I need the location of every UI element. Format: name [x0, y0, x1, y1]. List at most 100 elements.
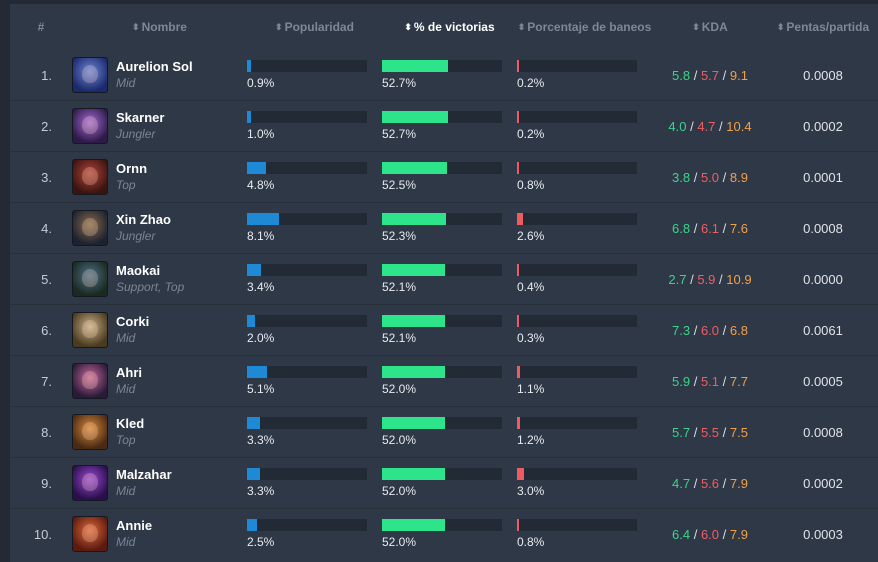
table-row[interactable]: 6. Corki Mid 2.0% 52.1% 0.3% 7.3 / 6.0 /… [10, 304, 878, 355]
champion-name[interactable]: Xin Zhao [116, 212, 171, 227]
table-row[interactable]: 3. Ornn Top 4.8% 52.5% 0.8% 3.8 / 5.0 / … [10, 151, 878, 202]
champion-name[interactable]: Annie [116, 518, 153, 533]
popularity-bar-fill [247, 213, 280, 225]
column-name[interactable]: ⬍ Nombre [72, 20, 247, 34]
kda-separator: / [719, 322, 730, 338]
table-header: # ⬍ Nombre ⬍ Popularidad ⬍% de victorias ⬍… [10, 4, 878, 50]
column-pentas[interactable]: ⬍ Pentas/partida [768, 20, 878, 34]
winrate-cell: 52.5% [382, 156, 517, 198]
kda-value: 5.9 / 5.1 / 7.7 [652, 374, 768, 389]
champion-portrait-icon[interactable] [72, 414, 108, 450]
kda-kills: 6.4 [672, 526, 691, 542]
winrate-value: 52.0% [382, 535, 417, 549]
champion-portrait-icon[interactable] [72, 465, 108, 501]
champion-cell[interactable]: Xin Zhao Jungler [62, 210, 237, 246]
champion-role: Top [116, 178, 136, 192]
kda-kills: 4.0 [668, 118, 687, 134]
table-row[interactable]: 10. Annie Mid 2.5% 52.0% 0.8% 6.4 / 6.0 … [10, 508, 878, 559]
kda-separator: / [719, 526, 730, 542]
champion-name[interactable]: Ahri [116, 365, 142, 380]
champion-portrait-icon[interactable] [72, 159, 108, 195]
banrate-bar [517, 468, 637, 480]
champion-role: Jungler [116, 127, 156, 141]
winrate-value: 52.5% [382, 178, 417, 192]
champion-name[interactable]: Kled [116, 416, 145, 431]
winrate-bar [382, 264, 502, 276]
table-row[interactable]: 9. Malzahar Mid 3.3% 52.0% 3.0% 4.7 / 5.… [10, 457, 878, 508]
kda-deaths: 5.1 [700, 373, 720, 389]
column-popularity[interactable]: ⬍ Popularidad [247, 20, 382, 34]
champion-cell[interactable]: Aurelion Sol Mid [62, 57, 237, 93]
champion-name[interactable]: Corki [116, 314, 150, 329]
table-row[interactable]: 5. Maokai Support, Top 3.4% 52.1% 0.4% 2… [10, 253, 878, 304]
kda-separator: / [715, 118, 727, 134]
banrate-bar [517, 264, 637, 276]
winrate-bar-fill [382, 264, 446, 276]
champion-portrait-icon[interactable] [72, 363, 108, 399]
table-row[interactable]: 8. Kled Top 3.3% 52.0% 1.2% 5.7 / 5.5 / … [10, 406, 878, 457]
winrate-value: 52.1% [382, 331, 417, 345]
column-kda[interactable]: ⬍ KDA [652, 20, 768, 34]
champion-name[interactable]: Aurelion Sol [116, 59, 193, 74]
champion-name[interactable]: Skarner [116, 110, 165, 125]
popularity-cell: 3.4% [247, 258, 382, 300]
champion-portrait-icon[interactable] [72, 516, 108, 552]
champion-name[interactable]: Ornn [116, 161, 148, 176]
champion-portrait-icon[interactable] [72, 108, 108, 144]
champion-cell[interactable]: Kled Top [62, 414, 237, 450]
pentas-value: 0.0000 [803, 271, 843, 287]
kda-separator: / [719, 424, 730, 440]
sort-icon: ⬍ [132, 21, 139, 32]
rank-number: 3. [41, 169, 52, 185]
banrate-cell: 1.2% [517, 411, 652, 453]
champion-portrait-icon[interactable] [72, 210, 108, 246]
column-banrate[interactable]: ⬍ Porcentaje de baneos [517, 20, 652, 34]
popularity-bar-fill [247, 417, 261, 429]
champion-role: Support, Top [116, 280, 185, 294]
banrate-value: 0.8% [517, 535, 545, 549]
champion-cell[interactable]: Ornn Top [62, 159, 237, 195]
champion-name[interactable]: Maokai [116, 263, 161, 278]
popularity-bar [247, 162, 367, 174]
champion-portrait-icon[interactable] [72, 261, 108, 297]
rank-number: 4. [41, 220, 52, 236]
banrate-bar [517, 162, 637, 174]
rank-number: 2. [41, 118, 52, 134]
champion-cell[interactable]: Ahri Mid [62, 363, 237, 399]
champion-name[interactable]: Malzahar [116, 467, 172, 482]
table-row[interactable]: 1. Aurelion Sol Mid 0.9% 52.7% 0.2% 5.8 … [10, 50, 878, 100]
champion-portrait-icon[interactable] [72, 312, 108, 348]
table-row[interactable]: 2. Skarner Jungler 1.0% 52.7% 0.2% 4.0 /… [10, 100, 878, 151]
winrate-value: 52.0% [382, 382, 417, 396]
kda-deaths: 4.7 [697, 118, 716, 134]
winrate-bar-fill [382, 162, 448, 174]
column-winrate[interactable]: ⬍% de victorias [382, 20, 517, 34]
kda-deaths: 5.6 [700, 475, 720, 491]
champion-portrait-icon[interactable] [72, 57, 108, 93]
kda-deaths: 5.7 [700, 67, 720, 83]
winrate-value: 52.7% [382, 76, 417, 90]
champion-role: Mid [116, 331, 136, 345]
table-row[interactable]: 7. Ahri Mid 5.1% 52.0% 1.1% 5.9 / 5.1 / … [10, 355, 878, 406]
pentas-value: 0.0061 [803, 322, 843, 338]
kda-separator: / [719, 220, 730, 236]
rank-number: 10. [33, 526, 52, 542]
table-row[interactable]: 4. Xin Zhao Jungler 8.1% 52.3% 2.6% 6.8 … [10, 202, 878, 253]
popularity-bar [247, 366, 367, 378]
pentas-value: 0.0001 [803, 169, 843, 185]
kda-kills: 5.9 [672, 373, 691, 389]
pentas-value: 0.0008 [803, 220, 843, 236]
champion-cell[interactable]: Maokai Support, Top [62, 261, 237, 297]
kda-kills: 3.8 [672, 169, 691, 185]
popularity-bar-fill [247, 60, 251, 72]
champion-cell[interactable]: Annie Mid [62, 516, 237, 552]
kda-separator: / [719, 169, 730, 185]
champion-cell[interactable]: Malzahar Mid [62, 465, 237, 501]
champion-stats-table: # ⬍ Nombre ⬍ Popularidad ⬍% de victorias ⬍… [10, 4, 878, 562]
champion-cell[interactable]: Corki Mid [62, 312, 237, 348]
champion-role: Mid [116, 76, 136, 90]
champion-cell[interactable]: Skarner Jungler [62, 108, 237, 144]
popularity-bar [247, 315, 367, 327]
kda-kills: 2.7 [668, 271, 687, 287]
pentas-value: 0.0002 [803, 118, 843, 134]
